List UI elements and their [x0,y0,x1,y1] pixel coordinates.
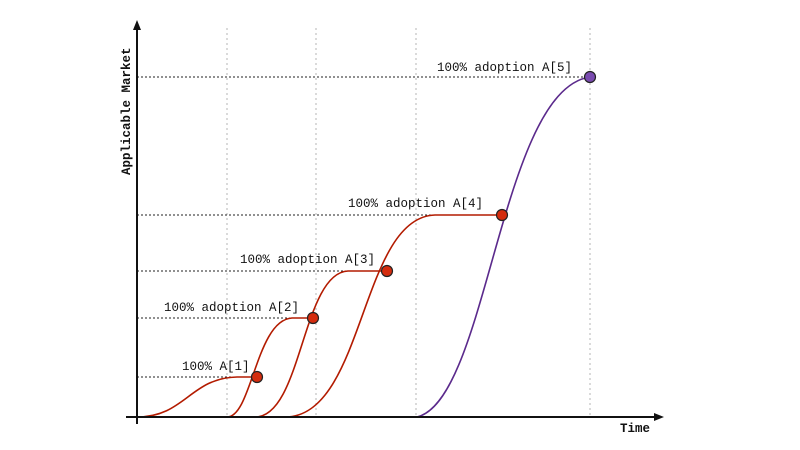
vertical-gridlines [226,28,591,417]
milestone-dot-1 [250,370,264,384]
adoption-curve-2 [226,317,313,418]
annotation-a1: 100% A[1] [182,360,250,374]
x-axis-label: Time [620,422,650,436]
y-axis-arrow [133,20,141,30]
milestone-dot-4 [495,208,509,222]
adoption-curve-5 [416,76,591,418]
annotation-a5: 100% adoption A[5] [437,61,572,75]
milestone-dot-3 [380,264,394,278]
y-axis-label: Applicable Market [120,47,134,175]
milestone-dot-5 [583,70,597,84]
adoption-curve-1 [136,376,257,418]
annotation-a4: 100% adoption A[4] [348,197,483,211]
annotation-a3: 100% adoption A[3] [240,253,375,267]
axes [126,20,664,424]
adoption-curve-4 [284,214,502,418]
milestone-dot-2 [306,311,320,325]
annotation-a2: 100% adoption A[2] [164,301,299,315]
x-axis-arrow [654,413,664,421]
level-guides [137,76,590,378]
adoption-curve-3 [254,270,387,418]
